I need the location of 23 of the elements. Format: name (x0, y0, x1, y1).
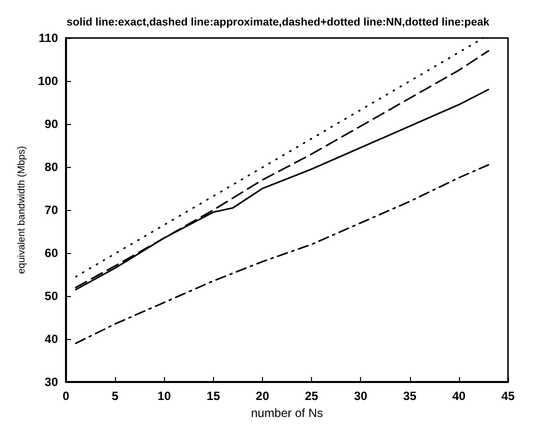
chart-title: solid line:exact,dashed line:approximate,dashed+dotted line:NN,dotted line:peak (66, 16, 490, 28)
y-tick-label: 90 (44, 117, 58, 131)
line-series (75, 164, 490, 344)
y-tick-label: 110 (38, 31, 58, 45)
x-tick-label: 0 (62, 389, 70, 403)
y-axis-title: equivalent bandwidth (Mbps) (16, 146, 28, 274)
y-tick-label: 60 (44, 246, 58, 260)
x-tick-label: 35 (403, 389, 417, 403)
x-tick-label: 40 (452, 389, 466, 403)
y-tick-label: 80 (44, 160, 58, 174)
x-tick-label: 5 (112, 389, 119, 403)
y-tick-label: 100 (38, 74, 58, 88)
x-tick-label: 25 (304, 389, 319, 403)
y-tick-label: 30 (44, 375, 58, 389)
y-tick-label: 70 (44, 203, 58, 217)
x-tick-label: 30 (354, 389, 368, 403)
x-tick-label: 15 (206, 389, 220, 403)
x-tick-label: 20 (256, 389, 270, 403)
y-tick-label: 50 (44, 289, 58, 303)
x-tick-label: 10 (158, 389, 172, 403)
x-tick-label: 45 (501, 389, 515, 403)
x-axis-title: number of Ns (250, 406, 324, 420)
y-tick-label: 40 (44, 332, 58, 346)
